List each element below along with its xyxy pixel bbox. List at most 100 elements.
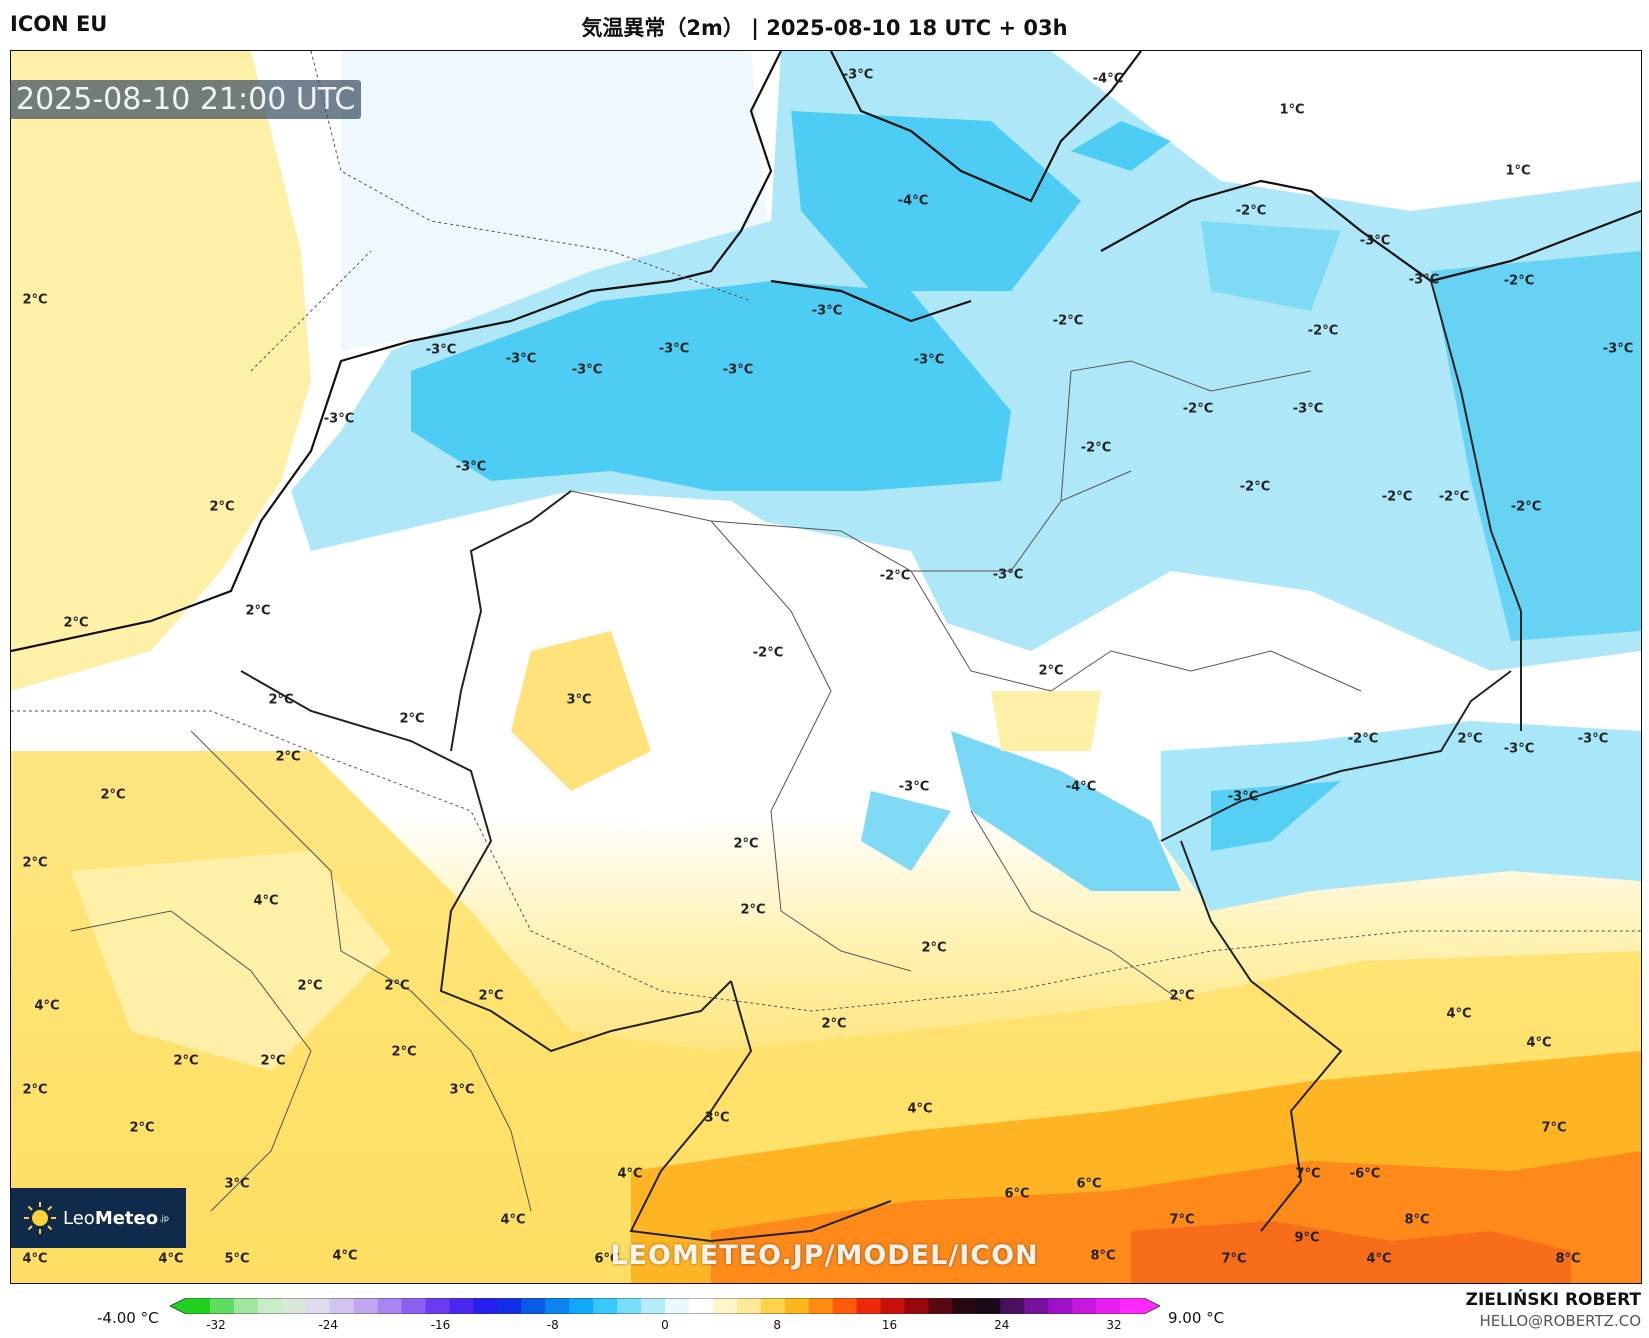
map-canvas[interactable]: -3°C -4°C 1°C 1°C -4°C -2°C -3°C 2°C -3°C -2°C -3°… (10, 50, 1642, 1284)
warm-patch-2 (991, 691, 1101, 751)
contour-label: 7°C (1295, 1166, 1321, 1182)
admin-borders (70, 360, 1362, 1212)
contour-label: -3°C (992, 567, 1024, 583)
contour-label: 2°C (733, 836, 759, 852)
watermark-url: LEOMETEO.JP/MODEL/ICON (610, 1240, 1039, 1271)
colorbar-high-arrow (1144, 1298, 1160, 1314)
colorbar-swatch (712, 1298, 738, 1314)
author-email[interactable]: HELLO@ROBERTZ.CO (1479, 1312, 1641, 1330)
colorbar-tick-label: 8 (773, 1318, 782, 1332)
colorbar (170, 1298, 1160, 1314)
sea-north (341, 51, 771, 351)
colorbar-swatch (1024, 1298, 1049, 1314)
contour-label: -3°C (1577, 731, 1609, 747)
colorbar-swatch (760, 1298, 786, 1314)
contour-label: -3°C (1503, 741, 1535, 757)
logo-suffix: .jp (159, 1213, 169, 1223)
contour-label: -2°C (1239, 479, 1271, 495)
colorbar-swatch (401, 1298, 427, 1314)
contour-label: -3°C (898, 779, 930, 795)
contour-label: 4°C (253, 893, 279, 909)
contour-label: 2°C (1038, 663, 1064, 679)
map-title: 気温異常（2m） | 2025-08-10 18 UTC + 03h (581, 16, 1068, 40)
contour-label: -2°C (1307, 323, 1339, 339)
colorbar-tick-label: 24 (994, 1318, 1010, 1332)
colorbar-swatch (1096, 1298, 1121, 1314)
cold-patch-4 (861, 791, 951, 871)
cold-southeast (1161, 721, 1641, 911)
contour-label: 2°C (399, 711, 425, 727)
zero-contours (11, 51, 1641, 1012)
contour-label: -3°C (722, 362, 754, 378)
contour-label: 4°C (1446, 1006, 1472, 1022)
contour-label: -3°C (571, 362, 603, 378)
contour-label: 2°C (478, 988, 504, 1004)
contour-label: 6°C (1076, 1176, 1102, 1192)
contour-label: 2°C (268, 692, 294, 708)
colorbar-swatch (329, 1298, 355, 1314)
author-name: ZIELIŃSKI ROBERT (1465, 1290, 1641, 1310)
contour-label: -2°C (1510, 499, 1542, 515)
colorbar-tick-label: 32 (1106, 1318, 1122, 1332)
colorbar-swatch (784, 1298, 810, 1314)
colorbar-swatch (736, 1298, 762, 1314)
contour-label: 2°C (129, 1120, 155, 1136)
contour-label: 2°C (391, 1044, 417, 1060)
cold-patch-3 (1211, 781, 1341, 851)
leometeo-logo[interactable]: LeoMeteo .jp (11, 1188, 186, 1248)
contour-label: 7°C (1169, 1212, 1195, 1228)
contour-label: -3°C (1292, 401, 1324, 417)
contour-label: 2°C (22, 292, 48, 308)
colorbar-swatch (473, 1298, 498, 1314)
colorbar-swatch (1120, 1298, 1145, 1314)
contour-label: 4°C (1526, 1035, 1552, 1051)
contour-label: 2°C (63, 615, 89, 631)
logo-wordmark: LeoMeteo (63, 1207, 159, 1229)
colorbar-swatch (617, 1298, 642, 1314)
contour-label: 4°C (34, 998, 60, 1014)
sun-icon (24, 1202, 56, 1234)
contour-label: -2°C (1080, 440, 1112, 456)
contour-label: -3°C (658, 341, 690, 357)
contour-label: -3°C (323, 411, 355, 427)
colorbar-swatch (952, 1298, 977, 1314)
valid-time-badge: 2025-08-10 21:00 UTC (10, 80, 362, 119)
contour-label: -3°C (455, 459, 487, 475)
contour-label: 2°C (22, 855, 48, 871)
contour-label: -3°C (425, 342, 457, 358)
contour-label: -3°C (913, 352, 945, 368)
cold-patch-2 (1071, 121, 1171, 171)
contour-label: 2°C (275, 749, 301, 765)
contour-label: 2°C (209, 499, 235, 515)
contour-label: -2°C (1503, 273, 1535, 289)
colorbar-max-label: 9.00 °C (1168, 1309, 1225, 1327)
contour-label: 8°C (1090, 1248, 1116, 1264)
colorbar-swatch (305, 1298, 331, 1314)
contour-label: -3°C (505, 351, 537, 367)
colorbar-swatch (1048, 1298, 1073, 1314)
contour-label: -3°C (811, 303, 843, 319)
warm-patch-central (511, 631, 651, 791)
colorbar-swatch (425, 1298, 451, 1314)
warm-west (11, 51, 311, 691)
contour-label: 2°C (1169, 988, 1195, 1004)
contour-label: 4°C (907, 1101, 933, 1117)
contour-label: 2°C (821, 1016, 847, 1032)
contour-label: 7°C (1541, 1120, 1567, 1136)
colorbar-tick-label: 16 (881, 1318, 898, 1332)
colorbar-swatch (904, 1298, 930, 1314)
coastlines (11, 51, 1641, 653)
colorbar-swatch (808, 1298, 834, 1314)
contour-label: 5°C (224, 1251, 250, 1267)
contour-label: 2°C (297, 978, 323, 994)
contour-label: -4°C (897, 193, 929, 209)
colorbar-swatch (832, 1298, 858, 1314)
cold-core-baltic (791, 111, 1081, 291)
contour-label: 2°C (100, 787, 126, 803)
contour-label: 3°C (566, 692, 592, 708)
contour-label: 2°C (384, 978, 410, 994)
colorbar-swatch (281, 1298, 307, 1314)
colorbar-min-label: -4.00 °C (97, 1309, 159, 1327)
contour-label: -6°C (1349, 1166, 1381, 1182)
colorbar-swatch (665, 1298, 690, 1314)
